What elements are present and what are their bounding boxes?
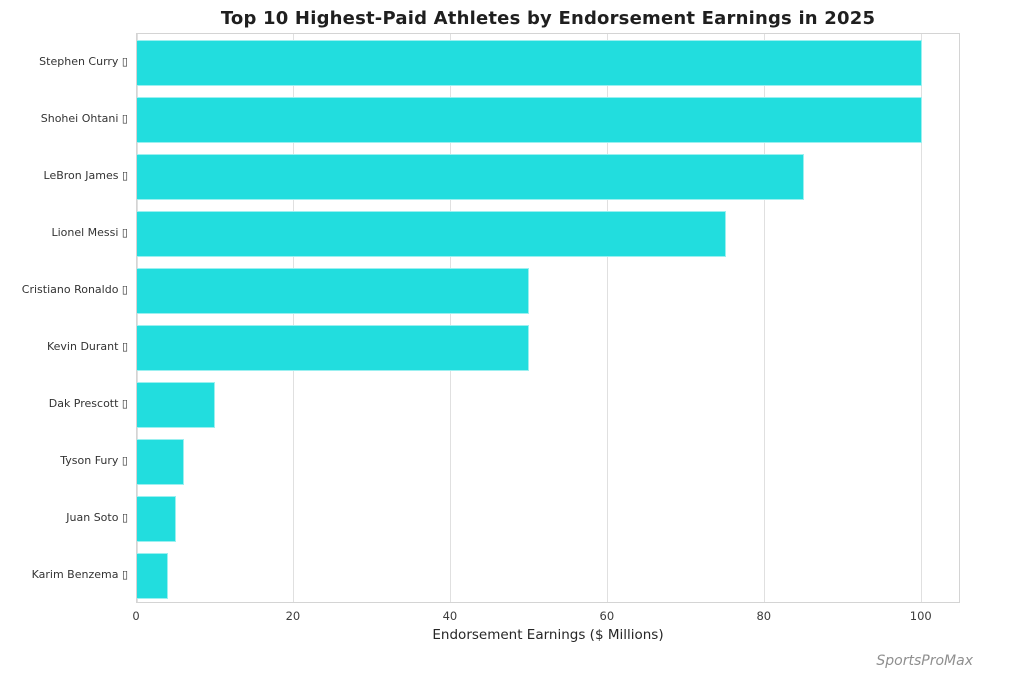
x-tick-label-0: 0 [132,609,140,623]
bar-5 [137,324,530,371]
bar-0 [137,39,922,86]
gridline-x-0 [136,34,138,602]
gridline-x-80 [764,34,766,602]
y-tick-label-1: Shohei Ohtani ▯ [40,111,128,125]
bar-2 [137,153,805,200]
bar-7 [137,438,185,485]
y-tick-label-0: Stephen Curry ▯ [39,54,128,68]
bar-1 [137,96,922,143]
x-tick-label-100: 100 [909,609,932,623]
watermark-text: SportsProMax [876,653,973,669]
bar-9 [137,552,169,599]
bar-8 [137,495,177,542]
gridline-x-60 [607,34,609,602]
gridline-x-40 [450,34,452,602]
y-tick-label-8: Juan Soto ▯ [66,510,128,524]
y-tick-label-6: Dak Prescott ▯ [48,396,128,410]
bar-4 [137,267,530,314]
x-tick-label-40: 40 [442,609,458,623]
x-tick-label-20: 20 [285,609,301,623]
x-axis-label: Endorsement Earnings ($ Millions) [432,627,664,643]
chart-title: Top 10 Highest-Paid Athletes by Endorsem… [220,8,876,29]
y-tick-label-4: Cristiano Ronaldo ▯ [21,282,128,296]
x-tick-label-80: 80 [756,609,772,623]
y-tick-label-7: Tyson Fury ▯ [60,453,128,467]
y-tick-label-9: Karim Benzema ▯ [31,567,128,581]
x-tick-label-60: 60 [599,609,615,623]
y-tick-label-5: Kevin Durant ▯ [46,339,128,353]
y-tick-label-3: Lionel Messi ▯ [51,225,128,239]
plot-area [136,33,960,603]
bar-3 [137,210,726,257]
gridline-x-100 [921,34,923,602]
gridline-x-20 [293,34,295,602]
y-tick-label-2: LeBron James ▯ [43,168,128,182]
bar-6 [137,381,216,428]
